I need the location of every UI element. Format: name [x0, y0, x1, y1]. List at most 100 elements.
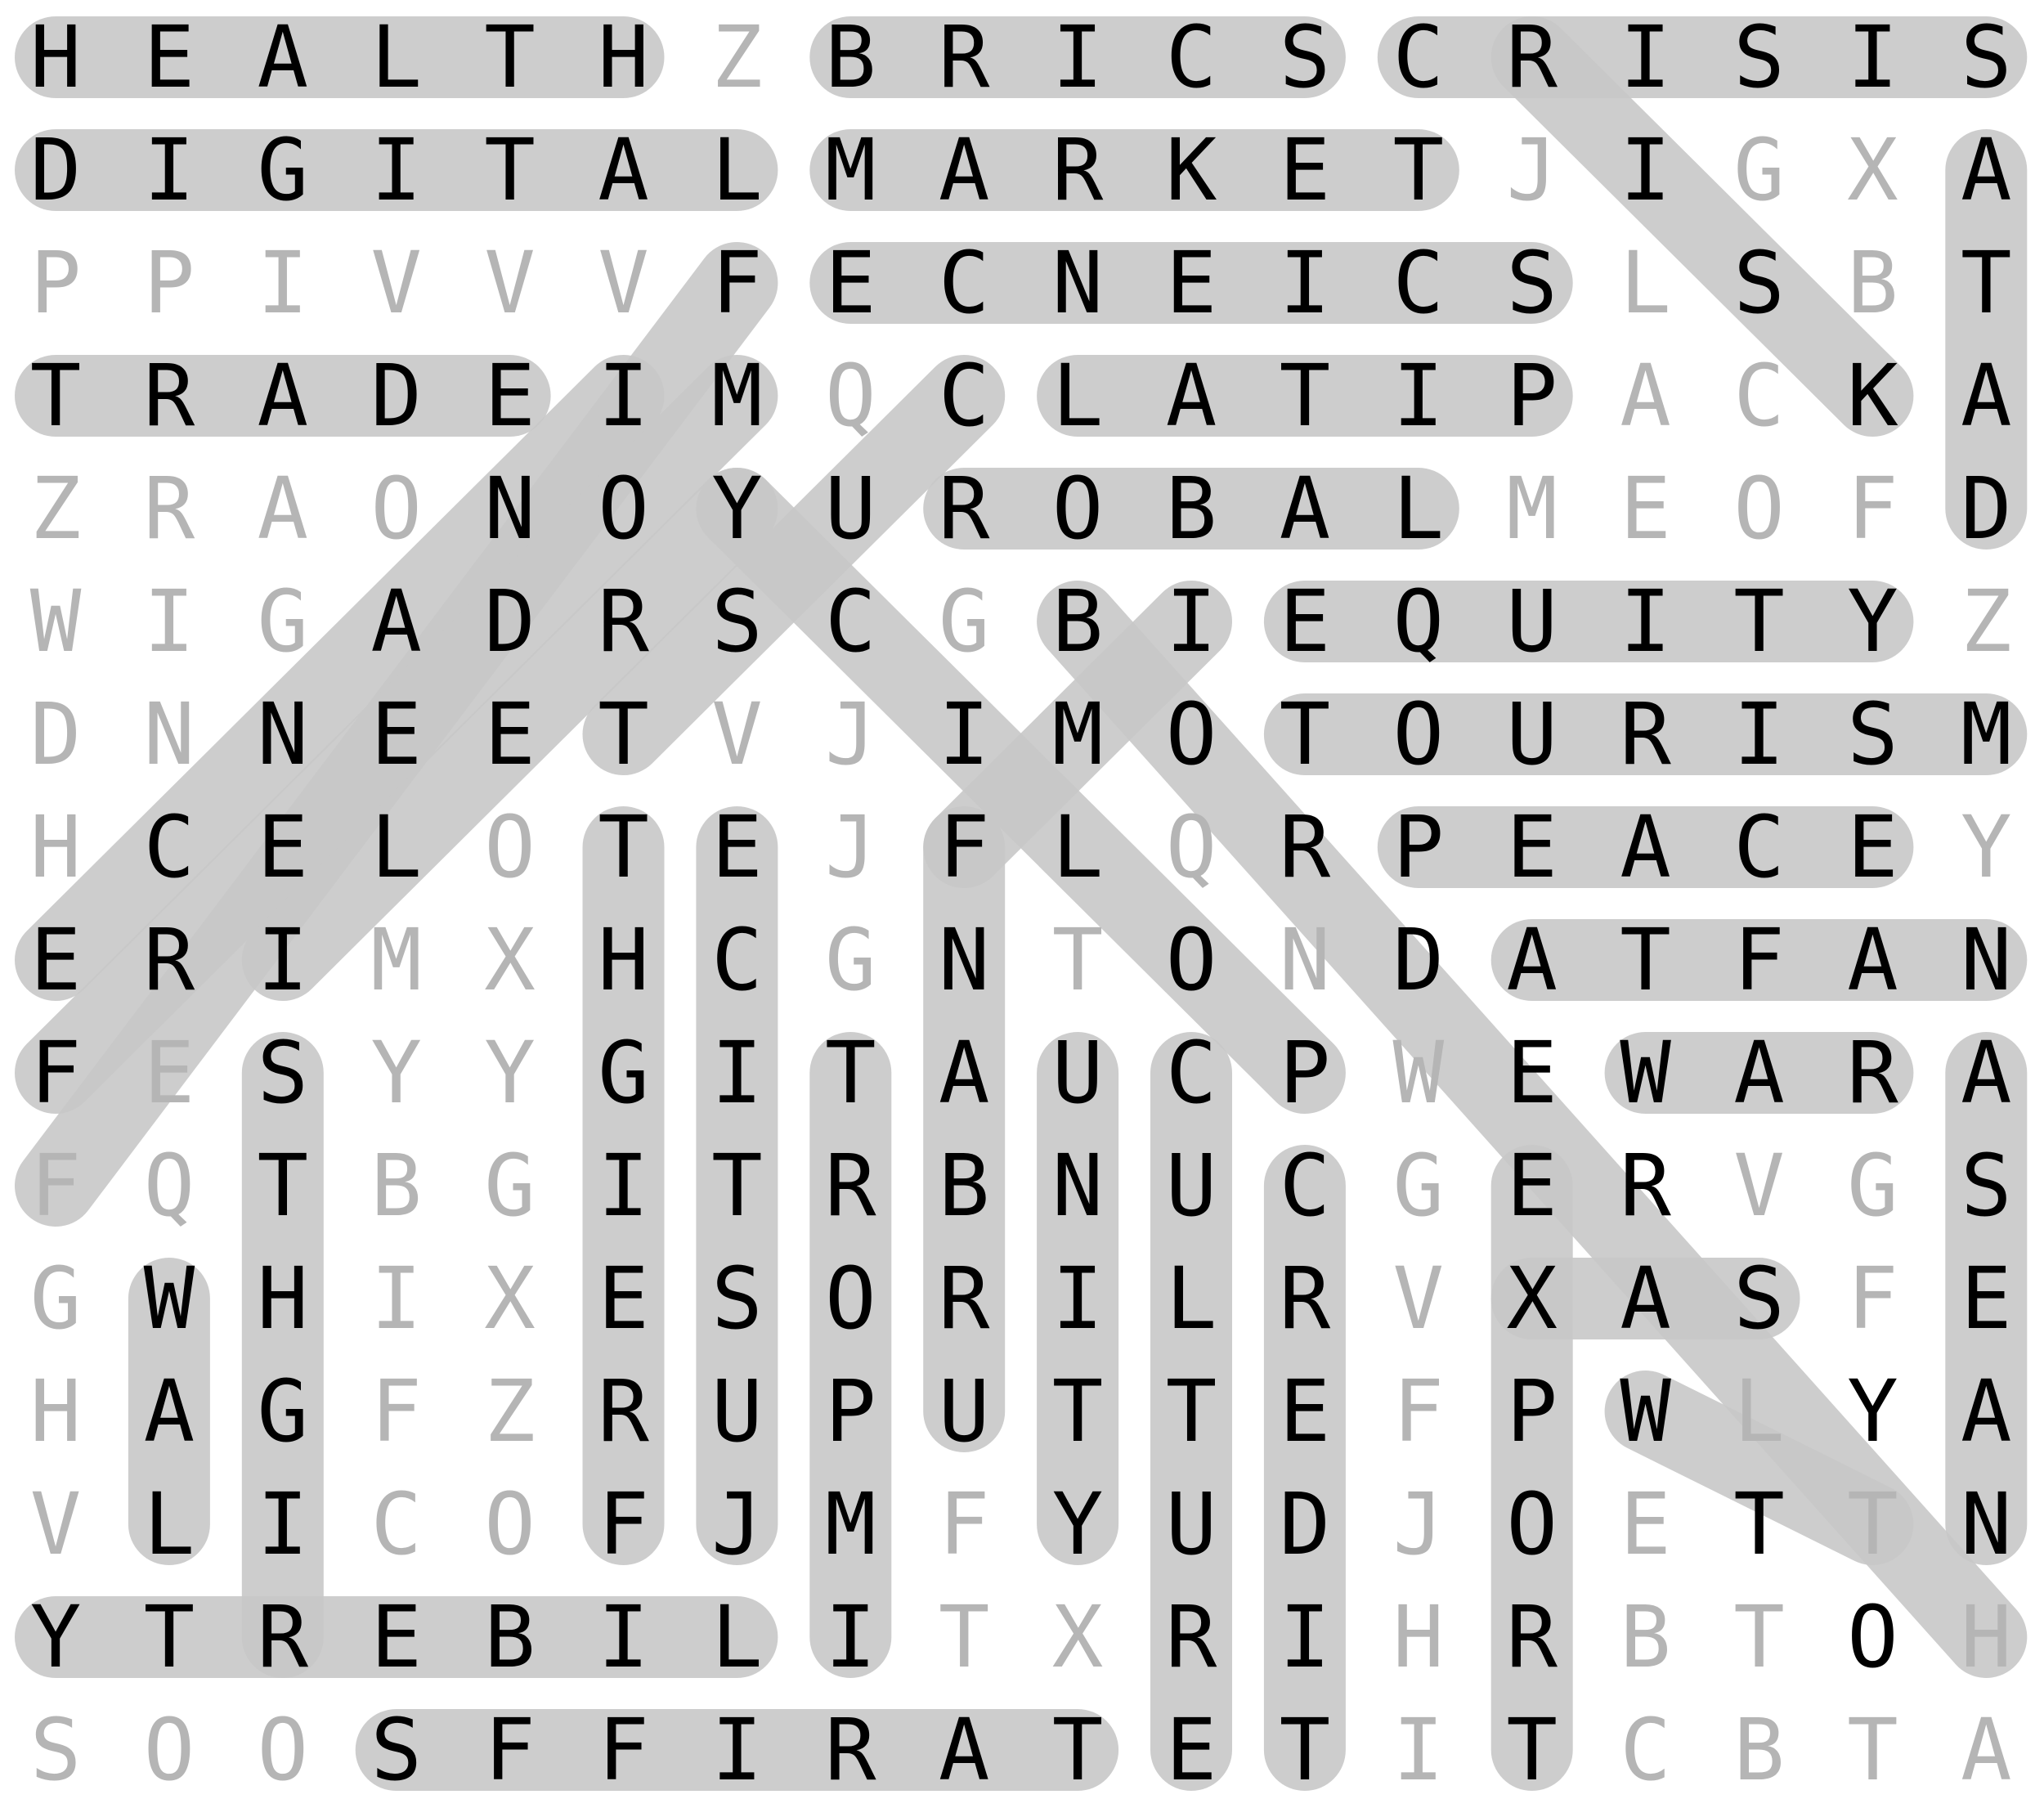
grid-letter-r14-c12[interactable]: H	[1392, 1587, 1444, 1687]
grid-letter-r12-c16[interactable]: Y	[1847, 1362, 1898, 1461]
grid-letter-r10-c1[interactable]: Q	[144, 1136, 195, 1236]
grid-letter-r10-c9[interactable]: N	[1052, 1136, 1104, 1236]
grid-letter-r13-c6[interactable]: J	[711, 1474, 763, 1574]
grid-letter-r15-c10[interactable]: E	[1166, 1700, 1217, 1800]
grid-letter-r0-c3[interactable]: L	[370, 7, 422, 107]
grid-letter-r12-c11[interactable]: E	[1280, 1362, 1331, 1461]
grid-letter-r6-c13[interactable]: U	[1506, 684, 1558, 784]
grid-letter-r10-c4[interactable]: G	[484, 1136, 536, 1236]
grid-letter-r1-c14[interactable]: I	[1620, 120, 1671, 220]
grid-letter-r3-c12[interactable]: I	[1392, 346, 1444, 446]
grid-letter-r8-c15[interactable]: F	[1733, 910, 1785, 1010]
grid-letter-r12-c4[interactable]: Z	[484, 1362, 536, 1461]
grid-letter-r2-c7[interactable]: E	[825, 233, 876, 333]
grid-letter-r3-c10[interactable]: A	[1166, 346, 1217, 446]
grid-letter-r6-c0[interactable]: D	[30, 684, 82, 784]
grid-letter-r3-c6[interactable]: M	[711, 346, 763, 446]
grid-letter-r0-c12[interactable]: C	[1392, 7, 1444, 107]
grid-letter-r1-c6[interactable]: L	[711, 120, 763, 220]
grid-letter-r0-c0[interactable]: H	[30, 7, 82, 107]
grid-letter-r9-c12[interactable]: W	[1392, 1023, 1444, 1123]
grid-letter-r4-c3[interactable]: O	[370, 459, 422, 559]
grid-letter-r9-c16[interactable]: R	[1847, 1023, 1898, 1123]
grid-letter-r5-c8[interactable]: G	[939, 572, 990, 671]
grid-letter-r6-c4[interactable]: E	[484, 684, 536, 784]
grid-letter-r13-c10[interactable]: U	[1166, 1474, 1217, 1574]
grid-letter-r14-c17[interactable]: H	[1961, 1587, 2012, 1687]
grid-letter-r0-c9[interactable]: I	[1052, 7, 1104, 107]
grid-letter-r8-c2[interactable]: I	[257, 910, 308, 1010]
grid-letter-r11-c13[interactable]: X	[1506, 1249, 1558, 1348]
grid-letter-r1-c12[interactable]: T	[1392, 120, 1444, 220]
grid-letter-r10-c14[interactable]: R	[1620, 1136, 1671, 1236]
grid-letter-r9-c5[interactable]: G	[598, 1023, 649, 1123]
grid-letter-r3-c13[interactable]: P	[1506, 346, 1558, 446]
grid-letter-r12-c13[interactable]: P	[1506, 1362, 1558, 1461]
grid-letter-r7-c9[interactable]: L	[1052, 797, 1104, 897]
grid-letter-r8-c9[interactable]: T	[1052, 910, 1104, 1010]
grid-letter-r15-c5[interactable]: F	[598, 1700, 649, 1800]
grid-letter-r11-c9[interactable]: I	[1052, 1249, 1104, 1348]
grid-letter-r6-c15[interactable]: I	[1733, 684, 1785, 784]
grid-letter-r5-c0[interactable]: W	[30, 572, 82, 671]
grid-letter-r4-c1[interactable]: R	[144, 459, 195, 559]
grid-letter-r3-c16[interactable]: K	[1847, 346, 1898, 446]
grid-letter-r2-c6[interactable]: F	[711, 233, 763, 333]
grid-letter-r10-c2[interactable]: T	[257, 1136, 308, 1236]
grid-letter-r2-c14[interactable]: L	[1620, 233, 1671, 333]
word-highlight-32[interactable]	[15, 355, 778, 1114]
grid-letter-r10-c7[interactable]: R	[825, 1136, 876, 1236]
grid-letter-r4-c11[interactable]: A	[1280, 459, 1331, 559]
grid-letter-r10-c15[interactable]: V	[1733, 1136, 1785, 1236]
grid-letter-r12-c14[interactable]: W	[1620, 1362, 1671, 1461]
grid-letter-r7-c12[interactable]: P	[1392, 797, 1444, 897]
grid-letter-r13-c15[interactable]: T	[1733, 1474, 1785, 1574]
grid-letter-r10-c5[interactable]: I	[598, 1136, 649, 1236]
grid-letter-r11-c17[interactable]: E	[1961, 1249, 2012, 1348]
grid-letter-r2-c13[interactable]: S	[1506, 233, 1558, 333]
grid-letter-r0-c13[interactable]: R	[1506, 7, 1558, 107]
grid-letter-r1-c9[interactable]: R	[1052, 120, 1104, 220]
grid-letter-r9-c2[interactable]: S	[257, 1023, 308, 1123]
grid-letter-r14-c10[interactable]: R	[1166, 1587, 1217, 1687]
grid-letter-r4-c2[interactable]: A	[257, 459, 308, 559]
grid-letter-r14-c3[interactable]: E	[370, 1587, 422, 1687]
grid-letter-r0-c15[interactable]: S	[1733, 7, 1785, 107]
grid-letter-r6-c7[interactable]: J	[825, 684, 876, 784]
grid-letter-r5-c17[interactable]: Z	[1961, 572, 2012, 671]
grid-letter-r6-c14[interactable]: R	[1620, 684, 1671, 784]
grid-letter-r14-c4[interactable]: B	[484, 1587, 536, 1687]
grid-letter-r4-c17[interactable]: D	[1961, 459, 2012, 559]
grid-letter-r13-c11[interactable]: D	[1280, 1474, 1331, 1574]
grid-letter-r4-c13[interactable]: M	[1506, 459, 1558, 559]
grid-letter-r10-c13[interactable]: E	[1506, 1136, 1558, 1236]
grid-letter-r15-c15[interactable]: B	[1733, 1700, 1785, 1800]
grid-letter-r8-c0[interactable]: E	[30, 910, 82, 1010]
grid-letter-r2-c11[interactable]: I	[1280, 233, 1331, 333]
grid-letter-r2-c5[interactable]: V	[598, 233, 649, 333]
grid-letter-r10-c11[interactable]: C	[1280, 1136, 1331, 1236]
grid-letter-r0-c16[interactable]: I	[1847, 7, 1898, 107]
grid-letter-r14-c8[interactable]: T	[939, 1587, 990, 1687]
grid-letter-r12-c12[interactable]: F	[1392, 1362, 1444, 1461]
grid-letter-r13-c2[interactable]: I	[257, 1474, 308, 1574]
grid-letter-r1-c17[interactable]: A	[1961, 120, 2012, 220]
grid-letter-r7-c17[interactable]: Y	[1961, 797, 2012, 897]
grid-letter-r9-c13[interactable]: E	[1506, 1023, 1558, 1123]
grid-letter-r15-c12[interactable]: I	[1392, 1700, 1444, 1800]
grid-letter-r9-c3[interactable]: Y	[370, 1023, 422, 1123]
grid-letter-r4-c0[interactable]: Z	[30, 459, 82, 559]
grid-letter-r3-c8[interactable]: C	[939, 346, 990, 446]
grid-letter-r8-c17[interactable]: N	[1961, 910, 2012, 1010]
grid-letter-r1-c3[interactable]: I	[370, 120, 422, 220]
grid-letter-r5-c15[interactable]: T	[1733, 572, 1785, 671]
grid-letter-r1-c4[interactable]: T	[484, 120, 536, 220]
grid-letter-r15-c3[interactable]: S	[370, 1700, 422, 1800]
grid-letter-r14-c16[interactable]: O	[1847, 1587, 1898, 1687]
grid-letter-r13-c9[interactable]: Y	[1052, 1474, 1104, 1574]
grid-letter-r12-c15[interactable]: L	[1733, 1362, 1785, 1461]
grid-letter-r6-c2[interactable]: N	[257, 684, 308, 784]
grid-letter-r10-c8[interactable]: B	[939, 1136, 990, 1236]
grid-letter-r14-c0[interactable]: Y	[30, 1587, 82, 1687]
grid-letter-r5-c16[interactable]: Y	[1847, 572, 1898, 671]
